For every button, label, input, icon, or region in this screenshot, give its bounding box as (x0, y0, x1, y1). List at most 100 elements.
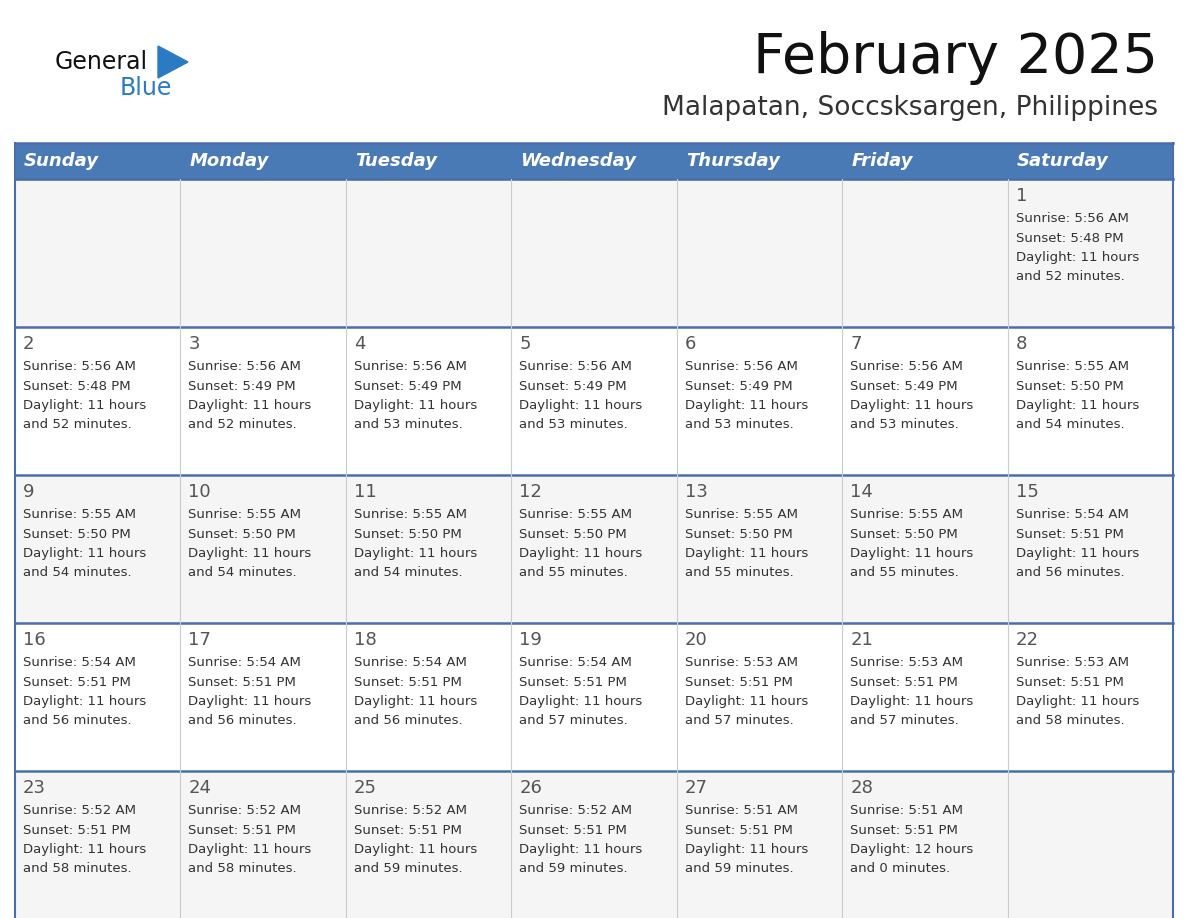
Bar (15, 623, 1173, 771)
Text: 3: 3 (189, 335, 200, 353)
Text: and 56 minutes.: and 56 minutes. (189, 713, 297, 726)
Text: Sunrise: 5:53 AM: Sunrise: 5:53 AM (1016, 656, 1129, 669)
Text: Sunset: 5:50 PM: Sunset: 5:50 PM (23, 528, 131, 541)
Text: Sunset: 5:51 PM: Sunset: 5:51 PM (684, 676, 792, 688)
Text: Daylight: 11 hours: Daylight: 11 hours (1016, 251, 1139, 263)
Text: 4: 4 (354, 335, 366, 353)
Text: Daylight: 11 hours: Daylight: 11 hours (519, 546, 643, 559)
Text: and 0 minutes.: and 0 minutes. (851, 861, 950, 875)
Text: Sunset: 5:48 PM: Sunset: 5:48 PM (23, 379, 131, 393)
Text: Daylight: 11 hours: Daylight: 11 hours (23, 398, 146, 411)
Text: 8: 8 (1016, 335, 1026, 353)
Bar (677, 143, 842, 179)
Text: Sunday: Sunday (24, 152, 99, 170)
Text: Daylight: 11 hours: Daylight: 11 hours (519, 843, 643, 856)
Text: 13: 13 (684, 483, 708, 501)
Text: Sunrise: 5:54 AM: Sunrise: 5:54 AM (354, 656, 467, 669)
Text: Sunrise: 5:54 AM: Sunrise: 5:54 AM (23, 656, 135, 669)
Text: and 54 minutes.: and 54 minutes. (189, 565, 297, 578)
Bar (181, 143, 346, 179)
Text: Sunrise: 5:54 AM: Sunrise: 5:54 AM (519, 656, 632, 669)
Text: Daylight: 11 hours: Daylight: 11 hours (189, 695, 311, 708)
Text: Sunrise: 5:53 AM: Sunrise: 5:53 AM (684, 656, 797, 669)
Text: 12: 12 (519, 483, 542, 501)
Text: Daylight: 11 hours: Daylight: 11 hours (1016, 546, 1139, 559)
Text: and 55 minutes.: and 55 minutes. (851, 565, 959, 578)
Text: 2: 2 (23, 335, 34, 353)
Text: Sunset: 5:49 PM: Sunset: 5:49 PM (519, 379, 627, 393)
Bar (511, 143, 677, 179)
Text: Sunset: 5:51 PM: Sunset: 5:51 PM (354, 676, 462, 688)
Text: and 58 minutes.: and 58 minutes. (189, 861, 297, 875)
Text: Sunrise: 5:55 AM: Sunrise: 5:55 AM (1016, 361, 1129, 374)
Text: and 52 minutes.: and 52 minutes. (189, 418, 297, 431)
Text: and 52 minutes.: and 52 minutes. (1016, 270, 1124, 283)
Text: 23: 23 (23, 779, 46, 797)
Text: and 53 minutes.: and 53 minutes. (684, 418, 794, 431)
Text: Sunset: 5:51 PM: Sunset: 5:51 PM (851, 676, 958, 688)
Text: Sunrise: 5:55 AM: Sunrise: 5:55 AM (519, 509, 632, 521)
Text: Sunset: 5:50 PM: Sunset: 5:50 PM (354, 528, 462, 541)
Text: Daylight: 11 hours: Daylight: 11 hours (684, 843, 808, 856)
Text: Daylight: 12 hours: Daylight: 12 hours (851, 843, 973, 856)
Bar (1007, 143, 1173, 179)
Text: and 58 minutes.: and 58 minutes. (23, 861, 132, 875)
Text: and 59 minutes.: and 59 minutes. (354, 861, 462, 875)
Bar (15, 143, 1173, 918)
Text: and 53 minutes.: and 53 minutes. (851, 418, 959, 431)
Text: Wednesday: Wednesday (520, 152, 637, 170)
Text: 6: 6 (684, 335, 696, 353)
Text: Daylight: 11 hours: Daylight: 11 hours (189, 546, 311, 559)
Text: Sunrise: 5:56 AM: Sunrise: 5:56 AM (519, 361, 632, 374)
Bar (15, 327, 1173, 475)
Text: Daylight: 11 hours: Daylight: 11 hours (354, 546, 478, 559)
Text: Sunset: 5:51 PM: Sunset: 5:51 PM (1016, 676, 1124, 688)
Text: Sunset: 5:50 PM: Sunset: 5:50 PM (519, 528, 627, 541)
Text: Daylight: 11 hours: Daylight: 11 hours (354, 695, 478, 708)
Text: 27: 27 (684, 779, 708, 797)
Text: and 54 minutes.: and 54 minutes. (23, 565, 132, 578)
Text: 7: 7 (851, 335, 861, 353)
Bar (15, 179, 1173, 327)
Text: and 54 minutes.: and 54 minutes. (354, 565, 462, 578)
Text: Sunset: 5:49 PM: Sunset: 5:49 PM (684, 379, 792, 393)
Text: Sunrise: 5:54 AM: Sunrise: 5:54 AM (189, 656, 302, 669)
Text: Daylight: 11 hours: Daylight: 11 hours (23, 695, 146, 708)
Bar (15, 771, 1173, 918)
Text: 24: 24 (189, 779, 211, 797)
Text: 20: 20 (684, 631, 708, 649)
Text: and 55 minutes.: and 55 minutes. (519, 565, 628, 578)
Text: Daylight: 11 hours: Daylight: 11 hours (519, 398, 643, 411)
Text: Friday: Friday (851, 152, 912, 170)
Text: Sunrise: 5:52 AM: Sunrise: 5:52 AM (354, 804, 467, 818)
Text: Sunrise: 5:55 AM: Sunrise: 5:55 AM (23, 509, 135, 521)
Text: Sunrise: 5:56 AM: Sunrise: 5:56 AM (189, 361, 302, 374)
Text: 14: 14 (851, 483, 873, 501)
Text: Sunrise: 5:56 AM: Sunrise: 5:56 AM (684, 361, 797, 374)
Text: General: General (55, 50, 148, 74)
Text: Daylight: 11 hours: Daylight: 11 hours (1016, 398, 1139, 411)
Text: Sunset: 5:51 PM: Sunset: 5:51 PM (684, 823, 792, 836)
Text: February 2025: February 2025 (753, 31, 1158, 85)
Text: Thursday: Thursday (685, 152, 779, 170)
Text: Sunrise: 5:54 AM: Sunrise: 5:54 AM (1016, 509, 1129, 521)
Text: Sunrise: 5:55 AM: Sunrise: 5:55 AM (851, 509, 963, 521)
Text: 17: 17 (189, 631, 211, 649)
Text: Daylight: 11 hours: Daylight: 11 hours (354, 843, 478, 856)
Text: 10: 10 (189, 483, 211, 501)
Text: Daylight: 11 hours: Daylight: 11 hours (684, 398, 808, 411)
Text: and 54 minutes.: and 54 minutes. (1016, 418, 1124, 431)
Text: Sunset: 5:51 PM: Sunset: 5:51 PM (23, 823, 131, 836)
Text: Sunrise: 5:56 AM: Sunrise: 5:56 AM (23, 361, 135, 374)
Text: 15: 15 (1016, 483, 1038, 501)
Bar (15, 143, 181, 179)
Text: Daylight: 11 hours: Daylight: 11 hours (851, 546, 973, 559)
Bar (842, 143, 1007, 179)
Text: and 53 minutes.: and 53 minutes. (519, 418, 628, 431)
Text: and 57 minutes.: and 57 minutes. (684, 713, 794, 726)
Text: 11: 11 (354, 483, 377, 501)
Text: 16: 16 (23, 631, 46, 649)
Text: 26: 26 (519, 779, 542, 797)
Text: Sunset: 5:51 PM: Sunset: 5:51 PM (354, 823, 462, 836)
Text: Daylight: 11 hours: Daylight: 11 hours (23, 843, 146, 856)
